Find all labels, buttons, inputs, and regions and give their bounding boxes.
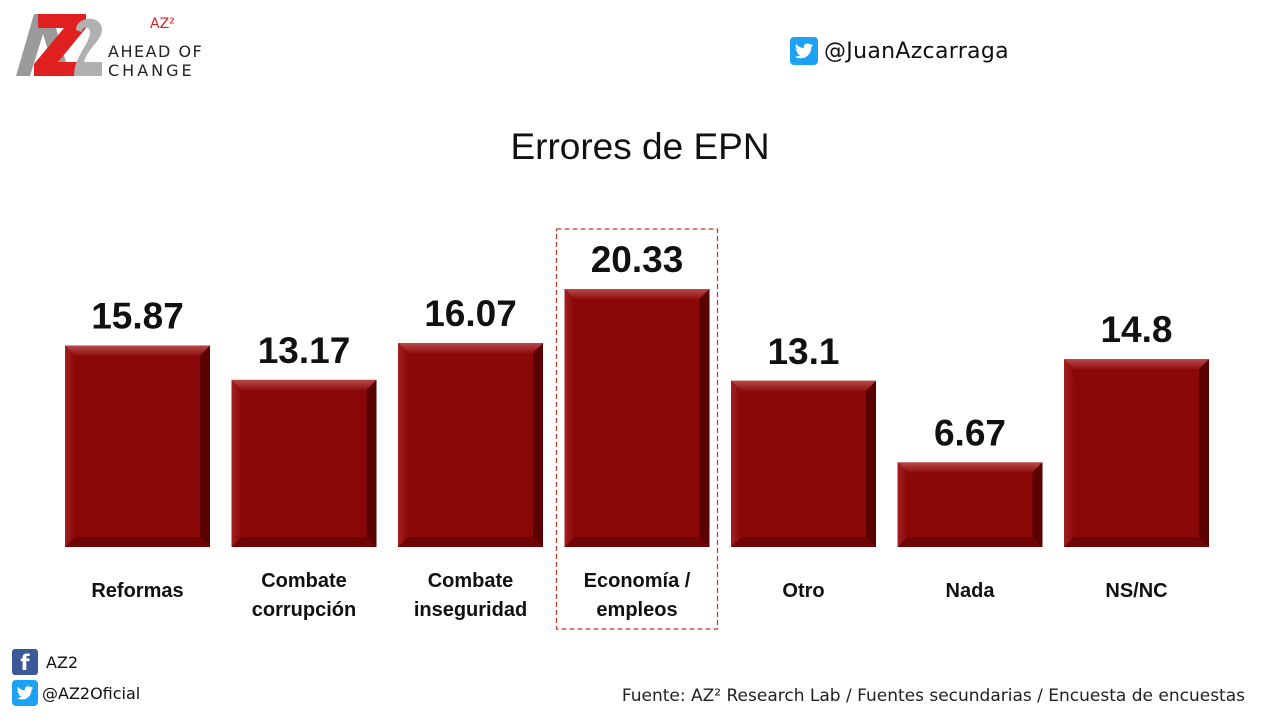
bar-bevel-bottom <box>564 537 710 547</box>
category-label: inseguridad <box>414 599 527 621</box>
bar <box>1064 359 1209 547</box>
data-label: 6.67 <box>934 412 1006 453</box>
bar-bevel-left <box>398 343 408 547</box>
category-label: Reformas <box>91 580 183 602</box>
bar-bevel-bottom <box>731 537 876 547</box>
highlight-box <box>555 228 719 630</box>
category-label: Nada <box>946 580 996 602</box>
bar-bevel-top <box>398 343 543 354</box>
bar-bevel-left <box>1064 359 1074 547</box>
chart-title: Errores de EPN <box>510 126 770 167</box>
bar-bevel-bottom <box>897 537 1043 547</box>
bar-bevel-bottom <box>231 537 377 547</box>
bar-group: 14.8 NS/NC <box>1064 309 1209 602</box>
bar-bevel-right <box>533 343 543 547</box>
twitter-handle: @JuanAzcarraga <box>824 38 1009 64</box>
data-label: 13.1 <box>767 331 839 372</box>
bar-bevel-left <box>897 462 908 547</box>
bar-bevel-right <box>699 289 710 547</box>
logo-tagline-2: CHANGE <box>108 61 195 80</box>
category-label: Otro <box>782 580 824 602</box>
az2-logo: AZ² AHEAD OF CHANGE <box>12 10 212 80</box>
bar <box>731 380 876 547</box>
bar-bevel-top <box>65 345 210 356</box>
bar-bevel-top <box>564 289 710 299</box>
bar-bevel-left <box>65 345 75 547</box>
bar-bevel-top <box>731 380 876 391</box>
data-label: 16.07 <box>424 293 517 334</box>
twitter-footer-label: @AZ2Oficial <box>42 683 141 703</box>
facebook-link[interactable]: f AZ2 <box>12 649 78 675</box>
bar-bevel-bottom <box>1064 537 1209 547</box>
bar-bevel-bottom <box>65 537 210 547</box>
category-label: Combate <box>428 570 514 592</box>
data-label: 20.33 <box>591 239 684 280</box>
category-label: empleos <box>596 599 677 621</box>
bar-bevel-left <box>731 380 741 547</box>
bar-bevel-right <box>200 345 210 547</box>
az2-logo-mark <box>16 14 102 77</box>
bar-bevel-top <box>1064 359 1209 370</box>
data-label: 14.8 <box>1100 309 1172 350</box>
source-note: Fuente: AZ² Research Lab / Fuentes secun… <box>621 686 1245 706</box>
bar-bevel-right <box>1032 462 1043 547</box>
data-label: 13.17 <box>258 330 351 371</box>
bar-bevel-left <box>231 379 242 547</box>
logo-superscript: AZ² <box>150 16 175 32</box>
bar-group: 6.67 Nada <box>897 412 1043 602</box>
bar <box>231 379 377 547</box>
header-twitter[interactable]: @JuanAzcarraga <box>790 37 1009 65</box>
bar <box>65 345 210 547</box>
bar-group: 20.33 Economía / empleos <box>564 239 710 621</box>
bar <box>564 289 710 547</box>
twitter-icon <box>790 37 818 65</box>
facebook-icon: f <box>12 649 38 675</box>
bar-bevel-right <box>366 379 377 547</box>
bar-group: 13.17 Combate corrupción <box>231 330 377 621</box>
facebook-label: AZ2 <box>46 652 79 672</box>
bar-bevel-left <box>564 289 575 547</box>
footer-twitter-link[interactable]: @AZ2Oficial <box>12 680 140 706</box>
bar-bevel-right <box>1199 359 1209 547</box>
bar-group: 16.07 Combate inseguridad <box>398 293 543 621</box>
bar-bevel-top <box>897 462 1043 473</box>
category-label: Combate <box>261 570 347 592</box>
bar-group: 13.1 Otro <box>731 331 876 602</box>
category-label: corrupción <box>252 599 356 621</box>
bar-group: 15.87 Reformas <box>65 296 210 602</box>
bar <box>398 343 543 547</box>
bar <box>897 462 1043 547</box>
twitter-icon <box>12 680 38 706</box>
bar-bevel-top <box>231 379 377 390</box>
bar-bevel-bottom <box>398 537 543 547</box>
bar-bevel-right <box>866 380 876 547</box>
category-label: NS/NC <box>1105 580 1167 602</box>
logo-tagline-1: AHEAD OF <box>108 42 204 61</box>
category-label: Economía / <box>584 570 691 592</box>
data-label: 15.87 <box>91 296 184 337</box>
